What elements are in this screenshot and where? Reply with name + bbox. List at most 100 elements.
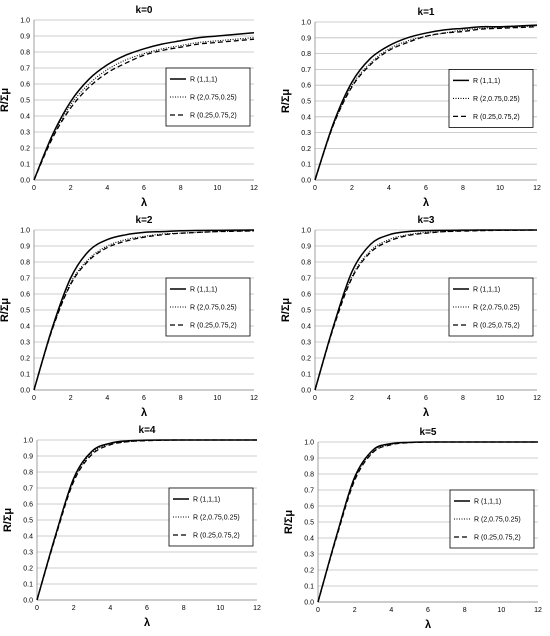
y-tick-label: 0.5 bbox=[20, 308, 30, 315]
x-tick-label: 8 bbox=[182, 605, 186, 612]
y-tick-label: 1.0 bbox=[20, 228, 30, 235]
panel-k-3: 0.0 0.1 0.2 0.3 0.4 0.5 0.6 0.7 0.8 0.9 1.0 0 2 4 6 8 10… bbox=[280, 215, 541, 419]
y-tick-label: 0.9 bbox=[301, 244, 311, 251]
y-tick-label: 0.2 bbox=[304, 568, 314, 575]
chart-title: k=5 bbox=[420, 427, 437, 438]
y-axis-label: R/Σμ bbox=[2, 508, 14, 532]
legend-label: R (2,0.75,0.25) bbox=[190, 305, 237, 312]
y-tick-label: 0.6 bbox=[301, 83, 311, 90]
y-tick-label: 0.1 bbox=[301, 162, 311, 169]
y-tick-label: 0.5 bbox=[301, 308, 311, 315]
series-line-r-2-0-75-0-25 bbox=[314, 229, 538, 391]
legend: R (1,1,1) R (2,0.75,0.25) R (0.25,0.75,2) bbox=[448, 69, 534, 128]
x-tick-label: 12 bbox=[533, 395, 541, 402]
chart-title: k=4 bbox=[139, 425, 156, 436]
panel-k-5: 0.0 0.1 0.2 0.3 0.4 0.5 0.6 0.7 0.8 0.9 1.0 0 2 4 6 8 10… bbox=[283, 427, 542, 631]
x-tick-label: 2 bbox=[353, 607, 357, 614]
legend-label: R (0.25,0.75,2) bbox=[473, 323, 520, 330]
y-tick-label: 0.9 bbox=[23, 454, 33, 461]
y-tick-label: 0.8 bbox=[20, 50, 30, 57]
legend: R (1,1,1) R (2,0.75,0.25) R (0.25,0.75,2) bbox=[168, 487, 254, 547]
x-tick-label: 0 bbox=[35, 605, 39, 612]
y-tick-label: 0.7 bbox=[20, 276, 30, 283]
y-tick-label: 0.3 bbox=[20, 130, 30, 137]
x-tick-label: 2 bbox=[350, 185, 354, 192]
x-tick-label: 2 bbox=[72, 605, 76, 612]
series-line-r-1-1-1 bbox=[33, 229, 255, 391]
y-tick-label: 0.6 bbox=[304, 504, 314, 511]
y-tick-label: 0.6 bbox=[23, 502, 33, 509]
x-tick-label: 12 bbox=[534, 607, 542, 614]
x-tick-label: 6 bbox=[145, 605, 149, 612]
legend-label: R (2,0.75,0.25) bbox=[474, 517, 521, 524]
x-tick-label: 0 bbox=[313, 395, 317, 402]
legend-label: R (0.25,0.75,2) bbox=[473, 114, 520, 121]
x-tick-label: 6 bbox=[142, 185, 146, 192]
y-axis-label: R/Σμ bbox=[280, 89, 292, 113]
x-tick-label: 4 bbox=[387, 395, 391, 402]
y-tick-label: 0.3 bbox=[23, 550, 33, 557]
legend: R (1,1,1) R (2,0.75,0.25) R (0.25,0.75,2) bbox=[165, 277, 251, 337]
x-tick-label: 12 bbox=[250, 395, 258, 402]
y-tick-label: 0.2 bbox=[301, 356, 311, 363]
legend-label: R (2,0.75,0.25) bbox=[473, 305, 520, 312]
x-tick-label: 10 bbox=[497, 607, 505, 614]
x-tick-label: 0 bbox=[313, 185, 317, 192]
y-tick-label: 0.7 bbox=[301, 276, 311, 283]
x-tick-label: 10 bbox=[496, 395, 504, 402]
x-tick-label: 6 bbox=[424, 395, 428, 402]
series-line-r-0-25-0-75-2 bbox=[33, 38, 255, 181]
series-line-r-2-0-75-0-25 bbox=[36, 439, 257, 601]
y-tick-label: 0.5 bbox=[304, 520, 314, 527]
legend-label: R (2,0.75,0.25) bbox=[190, 95, 237, 102]
y-tick-label: 0.2 bbox=[23, 566, 33, 573]
x-axis-label: λ bbox=[425, 619, 431, 631]
y-tick-label: 0.1 bbox=[23, 582, 33, 589]
y-tick-label: 0.9 bbox=[304, 456, 314, 463]
y-tick-label: 1.0 bbox=[301, 228, 311, 235]
series-line-r-0-25-0-75-2 bbox=[314, 229, 538, 391]
y-axis-label: R/Σμ bbox=[0, 88, 11, 112]
y-tick-label: 0.0 bbox=[301, 388, 311, 395]
series-line-r-2-0-75-0-25 bbox=[314, 25, 538, 181]
x-axis-label: λ bbox=[141, 407, 147, 419]
y-tick-label: 0.6 bbox=[20, 82, 30, 89]
x-tick-label: 12 bbox=[533, 185, 541, 192]
legend-label: R (2,0.75,0.25) bbox=[193, 515, 240, 522]
y-tick-label: 0.4 bbox=[23, 534, 33, 541]
x-tick-label: 6 bbox=[142, 395, 146, 402]
y-tick-label: 0.6 bbox=[20, 292, 30, 299]
legend: R (1,1,1) R (2,0.75,0.25) R (0.25,0.75,2) bbox=[165, 67, 251, 127]
x-tick-label: 0 bbox=[316, 607, 320, 614]
x-tick-label: 2 bbox=[69, 395, 73, 402]
y-tick-label: 0.4 bbox=[20, 324, 30, 331]
chart-title: k=3 bbox=[418, 215, 435, 226]
panel-k-4: 0.0 0.1 0.2 0.3 0.4 0.5 0.6 0.7 0.8 0.9 1.0 0 2 4 6 8 10… bbox=[2, 425, 261, 629]
series-line-r-1-1-1 bbox=[33, 32, 255, 181]
y-tick-label: 0.0 bbox=[301, 178, 311, 185]
x-tick-label: 2 bbox=[350, 395, 354, 402]
y-tick-label: 1.0 bbox=[301, 20, 311, 27]
series-line-r-0-25-0-75-2 bbox=[36, 439, 257, 601]
y-tick-label: 0.0 bbox=[23, 598, 33, 605]
x-tick-label: 0 bbox=[32, 395, 36, 402]
y-tick-label: 0.7 bbox=[20, 66, 30, 73]
y-tick-label: 0.9 bbox=[20, 34, 30, 41]
series-line-r-1-1-1 bbox=[314, 24, 538, 181]
y-tick-label: 0.9 bbox=[20, 244, 30, 251]
y-tick-label: 0.1 bbox=[20, 162, 30, 169]
legend-label: R (0.25,0.75,2) bbox=[474, 535, 521, 542]
series-line-r-0-25-0-75-2 bbox=[314, 26, 538, 181]
y-tick-label: 1.0 bbox=[23, 438, 33, 445]
legend-label: R (2,0.75,0.25) bbox=[473, 96, 520, 103]
x-tick-label: 8 bbox=[179, 185, 183, 192]
y-tick-label: 0.8 bbox=[20, 260, 30, 267]
x-tick-label: 4 bbox=[389, 607, 393, 614]
y-tick-label: 0.4 bbox=[301, 114, 311, 121]
chart-title: k=2 bbox=[136, 215, 153, 226]
legend: R (1,1,1) R (2,0.75,0.25) R (0.25,0.75,2) bbox=[448, 277, 534, 337]
y-tick-label: 0.2 bbox=[301, 146, 311, 153]
x-tick-label: 10 bbox=[213, 395, 221, 402]
y-tick-label: 0.0 bbox=[20, 178, 30, 185]
